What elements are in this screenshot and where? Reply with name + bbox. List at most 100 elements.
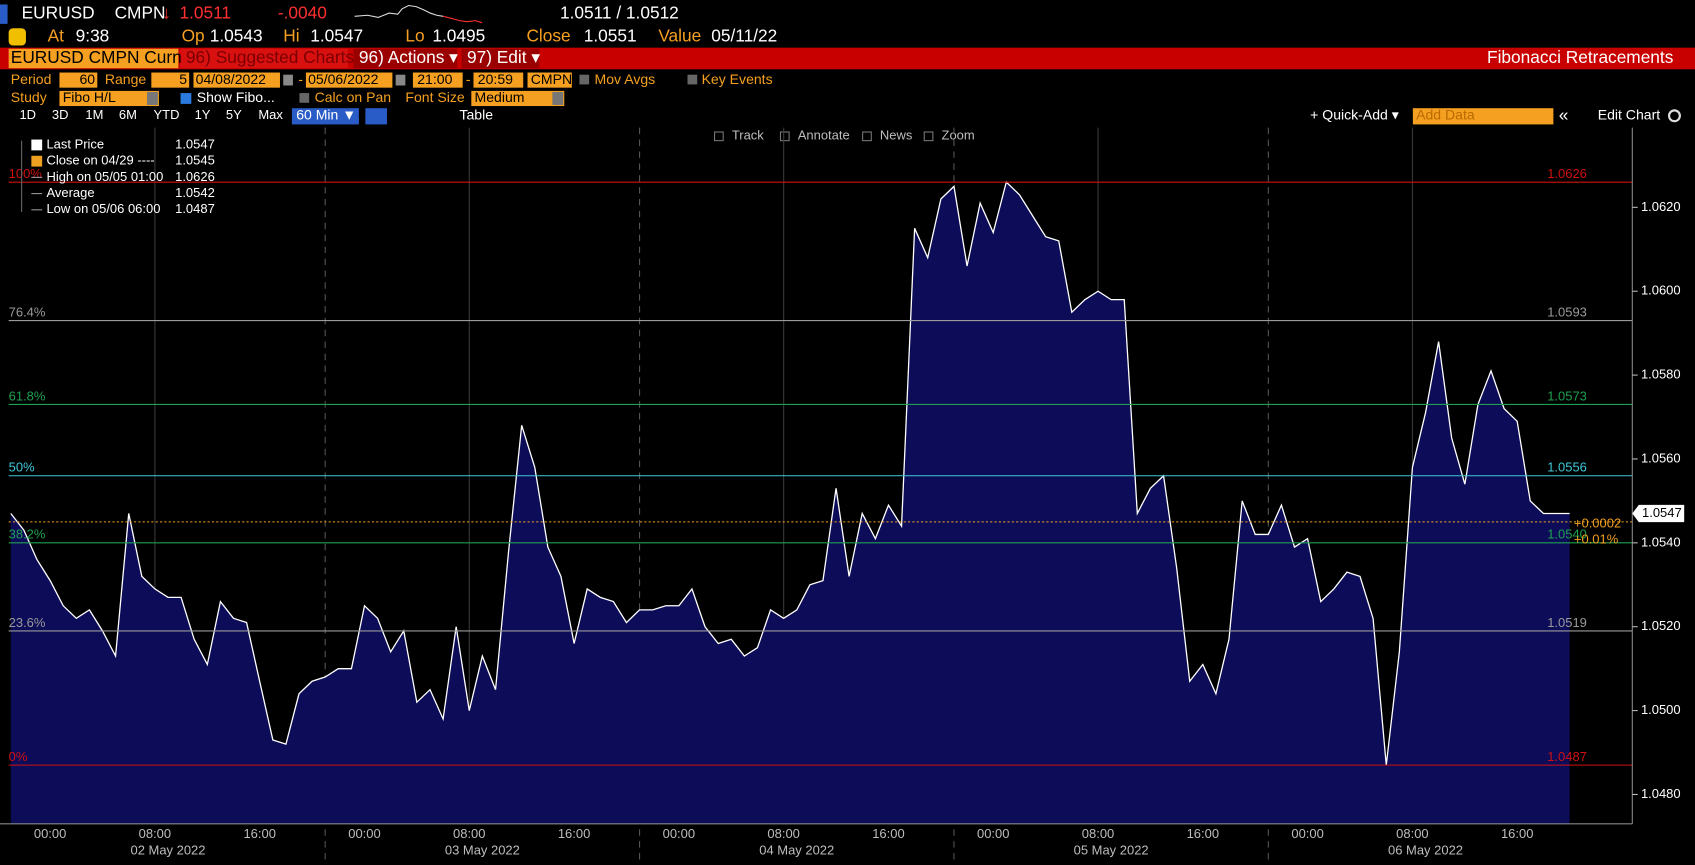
fib-percent: 38.2%	[9, 527, 46, 542]
close-label: Close	[526, 25, 570, 45]
font-size-box[interactable]	[471, 90, 565, 107]
fib-percent: 23.6%	[9, 615, 46, 630]
range-button[interactable]: 3D	[52, 107, 69, 122]
legend-label: Last Price	[46, 136, 104, 151]
key-events[interactable]: Key Events	[702, 71, 773, 87]
legend-label: Close on 04/29 ----	[46, 153, 154, 168]
x-tick-label: 16:00	[1501, 826, 1533, 841]
range-button[interactable]: YTD	[154, 107, 180, 122]
checkbox[interactable]	[299, 93, 310, 103]
period-box[interactable]	[59, 72, 98, 88]
to-box[interactable]	[473, 72, 524, 88]
mov-avgs[interactable]: Mov Avgs	[595, 71, 656, 87]
from-time[interactable]: 21:00	[417, 71, 452, 87]
range-button[interactable]: 1Y	[195, 107, 211, 122]
dropdown[interactable]	[147, 91, 158, 105]
range[interactable]: 5	[179, 71, 187, 87]
checkbox-checked[interactable]	[180, 93, 192, 104]
period[interactable]: 60	[80, 71, 96, 87]
x-date-label: 03 May 2022	[445, 842, 520, 857]
start-box[interactable]	[193, 72, 280, 88]
sparkline-down	[443, 15, 483, 24]
from-box[interactable]	[412, 72, 463, 88]
suggested-button[interactable]	[180, 48, 349, 69]
security-box[interactable]	[8, 48, 179, 69]
actions-button[interactable]	[353, 48, 458, 69]
legend-value: 1.0542	[175, 185, 215, 200]
tool-icon[interactable]	[862, 131, 872, 142]
tool-button[interactable]: Zoom	[942, 128, 975, 143]
pricing-box[interactable]	[527, 72, 572, 88]
tool-button[interactable]: Track	[732, 128, 764, 143]
end-date[interactable]: 05/06/2022	[308, 71, 378, 87]
checkbox[interactable]	[687, 74, 698, 85]
x-date-label: 02 May 2022	[131, 842, 206, 857]
sparkline-up	[354, 4, 444, 18]
end-box[interactable]	[305, 72, 393, 88]
fib-percent: 0%	[9, 749, 28, 764]
legend-swatch	[31, 155, 43, 167]
y-tick-label: 1.0480	[1641, 786, 1681, 801]
edit[interactable]: 97) Edit ▾	[467, 47, 540, 67]
legend-label: Low on 05/06 06:00	[46, 201, 160, 216]
settings-gear[interactable]	[1667, 109, 1681, 123]
quick-add[interactable]: + Quick-Add ▾	[1310, 106, 1400, 122]
suggested-charts[interactable]: 96) Suggested Charts	[186, 47, 354, 67]
to-time[interactable]: 20:59	[478, 71, 513, 87]
range-buttons: 1D 3D 1M 6M YTD 1Y 5Y Max	[19, 107, 283, 122]
y-tick-label: 1.0580	[1641, 367, 1681, 382]
font-size[interactable]: Medium	[475, 89, 525, 105]
x-tick-label: 00:00	[977, 826, 1009, 841]
range-label: Range	[105, 71, 147, 87]
study[interactable]: Fibo H/L	[63, 89, 116, 105]
x-date-label: 04 May 2022	[759, 842, 834, 857]
low-value: 1.0495	[432, 25, 485, 45]
x-tick-label: 00:00	[348, 826, 380, 841]
x-tick-label: 08:00	[1396, 826, 1428, 841]
checkbox[interactable]	[579, 74, 590, 85]
collapse[interactable]: «	[1559, 104, 1569, 124]
range-button[interactable]: 1D	[19, 107, 36, 122]
x-tick-label: 16:00	[243, 826, 275, 841]
dropdown[interactable]	[552, 91, 564, 105]
at-time: 9:38	[76, 25, 110, 45]
actions[interactable]: 96) Actions ▾	[359, 47, 458, 67]
range-button[interactable]: 5Y	[226, 107, 242, 122]
tool-button[interactable]: Annotate	[798, 128, 850, 143]
open-value: 1.0543	[210, 25, 263, 45]
net-change: -.0040	[278, 3, 327, 23]
range-button[interactable]: 6M	[119, 107, 137, 122]
calendar-icon[interactable]	[395, 74, 406, 86]
edit-button[interactable]	[461, 48, 540, 69]
tool-icon[interactable]	[713, 131, 724, 142]
range-button[interactable]: 1M	[85, 107, 103, 122]
start-date[interactable]: 04/08/2022	[196, 71, 266, 87]
close-value: 1.0551	[584, 25, 637, 45]
calc-on-pan[interactable]: Calc on Pan	[315, 89, 392, 105]
add-data[interactable]: Add Data	[1416, 106, 1475, 122]
security[interactable]: EURUSD CMPN Curnc	[11, 47, 191, 67]
fib-percent: 76.4%	[9, 304, 46, 319]
calendar-icon[interactable]	[283, 74, 293, 86]
table[interactable]: Table	[459, 106, 493, 122]
x-tick-label: 00:00	[663, 826, 695, 841]
interval[interactable]: 60 Min ▼	[296, 106, 356, 122]
fib-percent: 61.8%	[9, 388, 46, 403]
range-button[interactable]: Max	[258, 107, 283, 122]
date-dash: -	[298, 71, 303, 87]
edit-chart[interactable]: Edit Chart	[1598, 106, 1661, 122]
high-label: Hi	[283, 25, 299, 45]
tool-button[interactable]: News	[880, 128, 913, 143]
add-data-box[interactable]	[1412, 108, 1554, 125]
show-fibo[interactable]: Show Fibo...	[197, 89, 275, 105]
study-box[interactable]	[59, 90, 159, 107]
line-style-button[interactable]	[365, 108, 387, 125]
tool-icon[interactable]	[923, 131, 934, 142]
pricing[interactable]: CMPN	[531, 71, 572, 87]
range-box[interactable]	[151, 72, 190, 88]
x-tick-label: 16:00	[872, 826, 904, 841]
interval-box[interactable]	[291, 108, 359, 125]
tool-icon[interactable]	[779, 131, 790, 142]
